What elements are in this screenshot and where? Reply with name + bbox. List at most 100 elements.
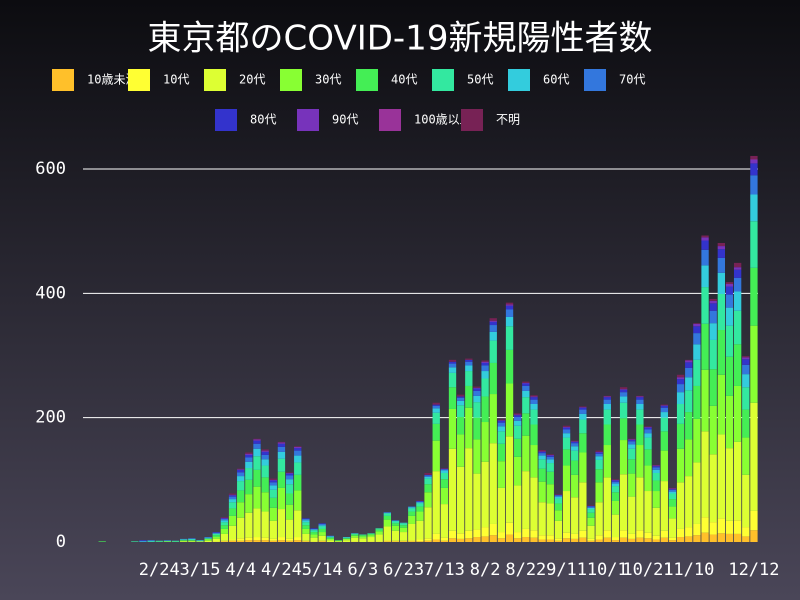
bar-segment [285,472,294,474]
bar-segment [701,369,709,432]
bar-segment [619,537,628,542]
bar-segment [302,541,310,542]
bar-segment [424,472,432,475]
bar-segment [505,309,514,317]
bar-segment [514,415,522,418]
bar-segment [603,403,611,410]
bar-segment [497,422,506,427]
bar-segment [603,399,611,404]
bar-segment [644,532,652,539]
bar-segment [408,523,416,541]
bar-segment [261,465,269,478]
bar-segment [228,540,237,542]
bar-segment [652,467,660,470]
bar-segment [636,409,644,425]
bar-segment [579,407,587,408]
bar-segment [481,362,489,366]
bar-segment [538,451,546,452]
bar-segment [416,520,424,540]
bar-segment [530,403,538,410]
bar-segment [676,392,685,404]
bar-segment [408,541,416,542]
bar-segment [180,539,188,541]
bar-segment [204,537,212,539]
bar-segment [318,532,326,536]
bar-segment [237,476,245,482]
bar-segment [310,530,318,533]
bar-segment [619,396,628,403]
bar-segment [522,383,530,386]
bar-segment [514,456,522,486]
bar-segment [676,482,685,529]
bar-segment [579,406,587,408]
bar-segment [644,426,652,427]
bar-segment [326,537,334,539]
bar-segment [514,532,522,539]
bar-segment [489,321,497,326]
bar-segment [285,540,294,542]
bar-segment [693,344,701,360]
bar-segment [709,300,717,304]
bar-segment [269,480,277,483]
bar-segment [489,362,497,395]
bar-segment [717,272,726,294]
bar-segment [514,417,522,421]
bar-segment [481,365,489,372]
bar-segment [676,377,685,380]
bar-segment [571,474,579,498]
bar-segment [424,484,432,493]
bar-segment [481,422,489,462]
bar-segment [269,478,277,480]
bar-segment [595,453,603,457]
bar-segment [595,469,603,483]
bar-segment [571,460,579,475]
bar-segment [448,359,457,362]
bar-segment [579,433,587,453]
bar-segment [709,339,717,370]
bar-segment [424,507,432,539]
bar-segment [432,471,440,534]
bar-segment [750,510,758,531]
bar-segment [253,448,261,457]
bar-segment [554,495,563,497]
bar-segment [440,469,449,471]
bar-segment [636,530,644,538]
bar-segment [497,538,506,542]
bar-segment [375,528,383,530]
bar-segment [660,412,668,418]
x-tick-label: 6/3 [348,560,379,580]
bar-segment [383,513,392,516]
bar-segment [253,439,261,441]
bar-segment [725,282,734,285]
bar-segment [750,159,758,164]
bar-segment [603,409,611,425]
bar-segment [750,194,758,222]
bar-segment [571,440,579,442]
bar-segment [505,383,514,437]
bar-segment [204,540,212,542]
bar-segment [269,497,277,508]
bar-segment [562,427,571,430]
bar-segment [98,541,106,542]
bar-segment [245,479,253,495]
bar-segment [294,537,302,541]
bar-segment [562,437,571,450]
bar-segment [733,277,742,292]
bar-segment [473,529,481,538]
bar-segment [717,257,726,273]
bar-segment [399,532,408,541]
bar-segment [701,323,709,370]
bar-segment [497,420,506,423]
bar-segment [676,528,685,538]
bar-segment [522,381,530,383]
bar-segment [204,537,212,538]
bar-segment [432,404,440,406]
bar-segment [644,437,652,450]
bar-segment [432,423,440,441]
bar-segment [676,374,685,378]
bar-segment [725,284,734,287]
bar-segment [619,530,628,538]
bar-segment [668,537,677,541]
bar-segment [456,417,465,435]
bar-segment [668,487,677,489]
